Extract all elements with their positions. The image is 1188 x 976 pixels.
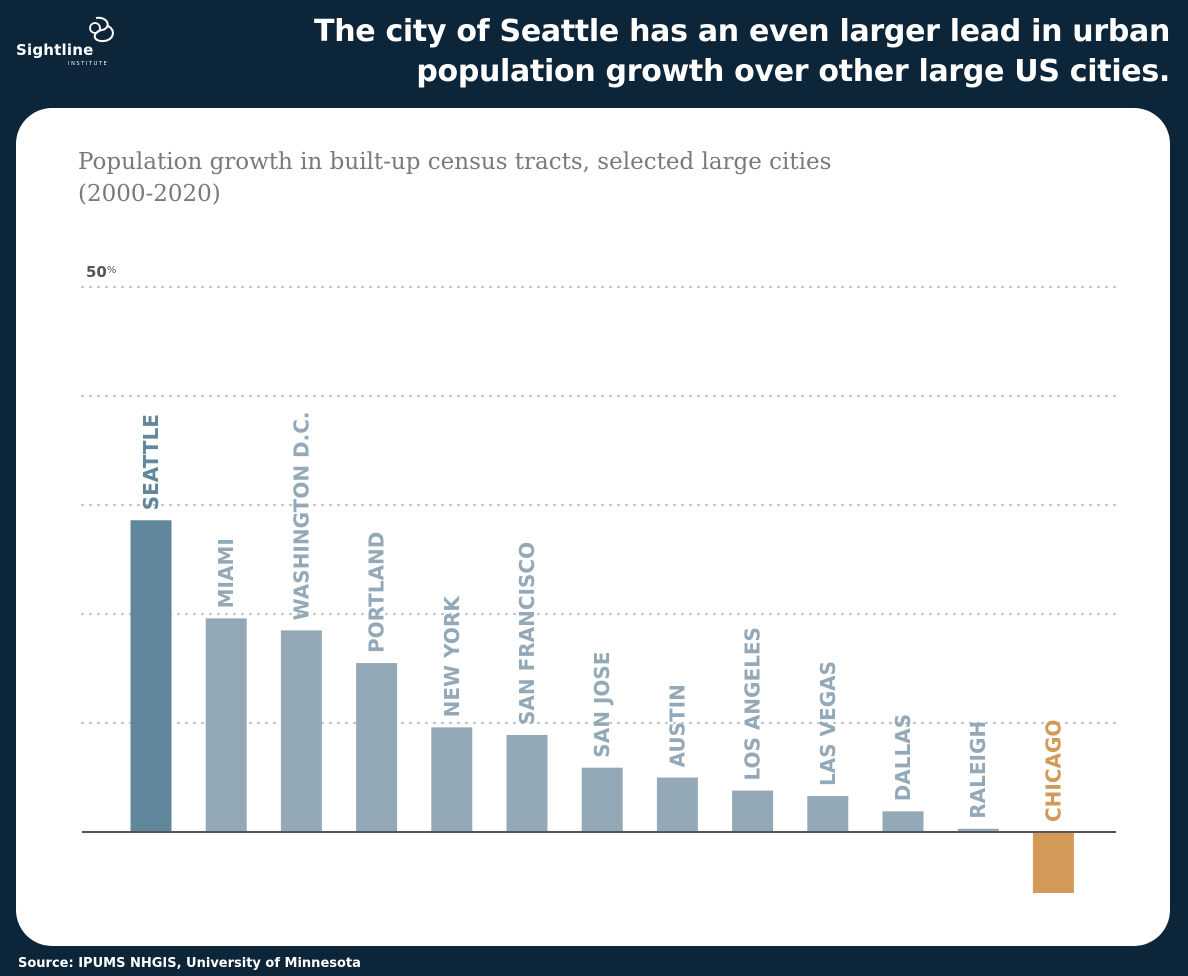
- bar-las-vegas: [807, 796, 849, 832]
- bar-label-san-francisco: SAN FRANCISCO: [515, 542, 539, 725]
- bar-portland: [356, 663, 398, 832]
- bar-chart: 50% SEATTLE MIAMI WASHINGTON D.C. PORTLAND NE…: [80, 263, 1118, 894]
- sightline-logo-icon: [89, 16, 114, 43]
- bar-label-san-jose: SAN JOSE: [590, 652, 614, 758]
- bar-los-angeles: [732, 790, 774, 832]
- chart-title-line-1: Population growth in built-up census tra…: [78, 149, 832, 175]
- headline-line-2: population growth over other large US ci…: [416, 54, 1170, 89]
- headline: The city of Seattle has an even larger l…: [190, 12, 1170, 92]
- sightline-logo: Sightline INSTITUTE: [16, 14, 126, 70]
- logo-subtitle: INSTITUTE: [68, 61, 109, 67]
- bar-label-raleigh: RALEIGH: [966, 721, 990, 819]
- bar-dallas: [882, 811, 924, 832]
- bar-label-seattle: SEATTLE: [139, 414, 163, 510]
- bar-austin: [656, 777, 698, 832]
- bar-chicago: [1032, 832, 1074, 894]
- bar-label-chicago: CHICAGO: [1041, 720, 1065, 822]
- bar-san-jose: [581, 767, 623, 832]
- bar-label-new-york: NEW YORK: [440, 595, 464, 718]
- logo-name: Sightline: [16, 41, 94, 59]
- bar-miami: [205, 618, 247, 832]
- bar-label-washington-d-c: WASHINGTON D.C.: [289, 411, 313, 620]
- bar-label-los-angeles: LOS ANGELES: [741, 627, 765, 781]
- bar-label-austin: AUSTIN: [665, 684, 689, 767]
- bar-label-dallas: DALLAS: [891, 714, 915, 801]
- y-tick-label-50: 50%: [86, 263, 116, 281]
- source-note: Source: IPUMS NHGIS, University of Minne…: [18, 956, 361, 971]
- bar-san-francisco: [506, 734, 548, 832]
- headline-line-1: The city of Seattle has an even larger l…: [314, 14, 1170, 49]
- bar-raleigh: [957, 828, 999, 832]
- bar-label-portland: PORTLAND: [365, 532, 389, 653]
- chart-card: Population growth in built-up census tra…: [16, 108, 1170, 946]
- bar-new-york: [431, 727, 473, 832]
- chart-title-line-2: (2000-2020): [78, 181, 221, 207]
- bar-washington-d-c: [280, 630, 322, 832]
- chart-title: Population growth in built-up census tra…: [78, 146, 978, 210]
- bar-seattle: [130, 520, 172, 832]
- bar-label-miami: MIAMI: [214, 538, 238, 608]
- bar-label-las-vegas: LAS VEGAS: [816, 661, 840, 786]
